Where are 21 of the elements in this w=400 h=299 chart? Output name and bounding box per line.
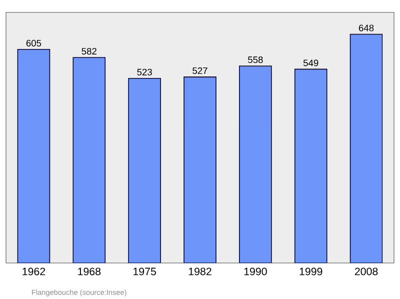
data-label: 527 <box>192 67 208 74</box>
data-label: 582 <box>82 48 96 55</box>
bar <box>184 76 216 263</box>
x-tick-label: 1962 <box>22 268 46 276</box>
x-tick-label: 1975 <box>134 268 156 276</box>
bar <box>294 68 328 263</box>
x-tick-label: 1982 <box>188 268 212 276</box>
x-tick-label: 1999 <box>300 268 322 276</box>
bar <box>239 66 272 263</box>
data-label: 558 <box>248 56 263 64</box>
bar <box>128 78 161 263</box>
x-tick-label: 1990 <box>244 268 267 276</box>
data-label: 605 <box>26 40 42 46</box>
data-label: 549 <box>303 60 318 66</box>
bar <box>17 48 50 263</box>
bar <box>72 57 106 263</box>
x-tick-label: 2008 <box>354 268 378 276</box>
data-label: 523 <box>137 68 152 76</box>
x-tick-label: 1968 <box>78 268 101 276</box>
data-label: 648 <box>358 24 374 32</box>
bar <box>350 34 383 263</box>
